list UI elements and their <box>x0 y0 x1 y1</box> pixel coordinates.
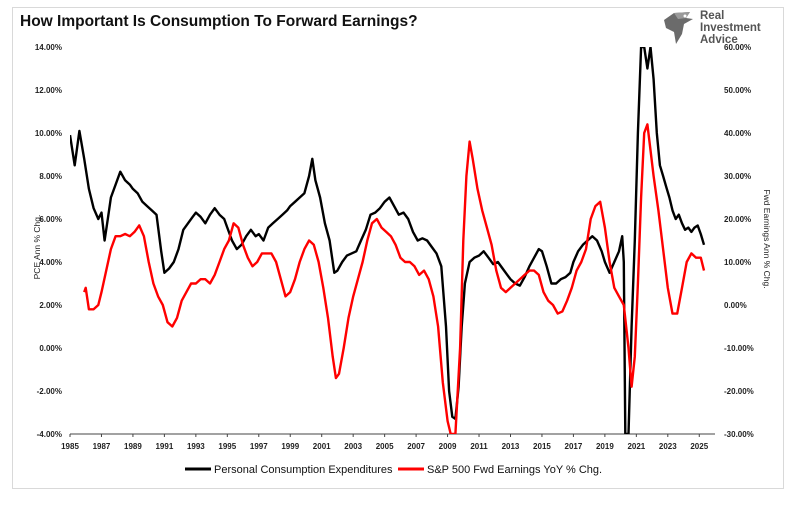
chart-title: How Important Is Consumption To Forward … <box>20 13 418 30</box>
eagle-icon <box>664 12 693 44</box>
brand-logo: Real Investment Advice <box>660 10 780 46</box>
chart-frame <box>12 7 784 489</box>
brand-wordmark: Real Investment Advice <box>700 10 761 46</box>
